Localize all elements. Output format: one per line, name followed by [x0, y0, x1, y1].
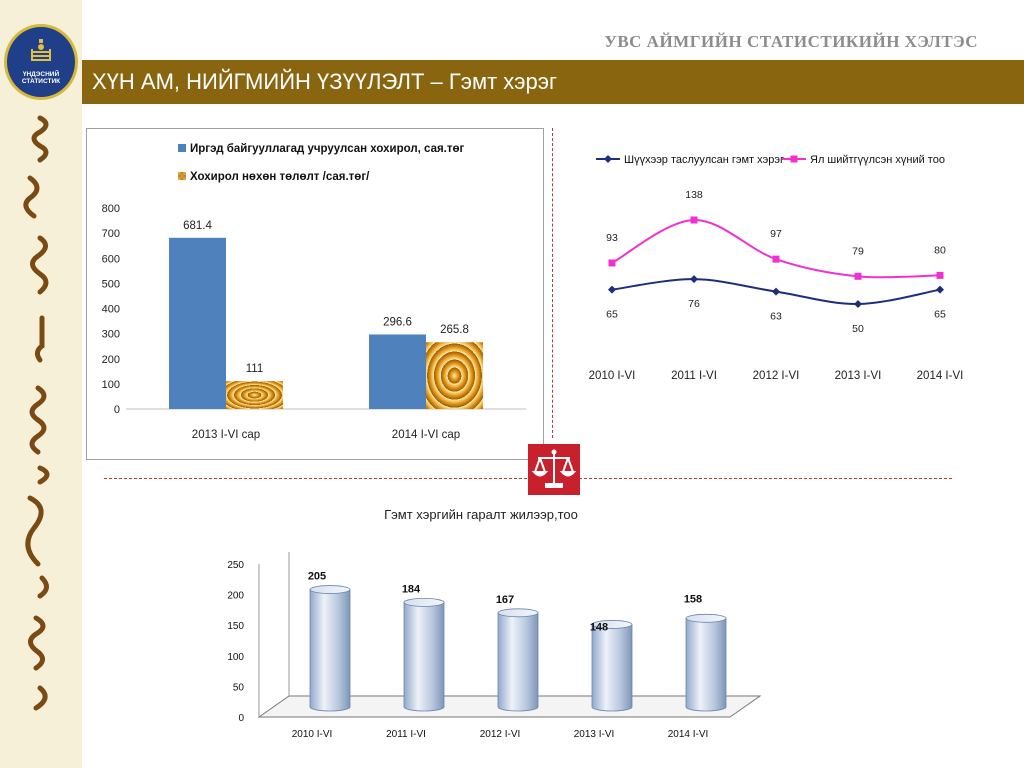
data-label: 50	[852, 323, 864, 335]
data-label: 205	[308, 571, 326, 583]
data-label: 296.6	[383, 316, 412, 328]
data-label: 65	[606, 309, 618, 321]
legend-label: Иргэд байгууллагад учруулсан хохирол, са…	[190, 143, 465, 155]
y-tick-label: 200	[102, 354, 120, 366]
bar	[403, 601, 445, 712]
page-title: ХҮН АМ, НИЙГМИЙН ҮЗҮҮЛЭЛТ – Гэмт хэрэг	[92, 69, 558, 94]
chart-title: Гэмт хэргийн гаралт жилээр,тоо	[384, 507, 578, 522]
bar	[169, 237, 226, 409]
x-tick-label: 2014 I-VI сар	[392, 429, 460, 441]
data-label: 93	[606, 232, 618, 244]
y-tick-label: 600	[102, 253, 120, 265]
data-point	[936, 285, 944, 294]
data-point	[690, 216, 698, 224]
x-tick-label: 2011 I-VI	[671, 370, 717, 382]
x-tick-label: 2012 I-VI	[480, 729, 521, 740]
y-tick-label: 0	[238, 713, 244, 724]
legend-marker	[790, 155, 798, 163]
data-point	[854, 300, 862, 308]
y-tick-label: 100	[102, 379, 120, 391]
bar	[685, 617, 727, 712]
soyombo-icon	[31, 39, 51, 61]
data-label: 265.8	[440, 324, 469, 336]
y-tick-label: 500	[102, 278, 120, 290]
data-point	[690, 275, 698, 284]
x-tick-label: 2014 I-VI	[917, 370, 964, 382]
vertical-divider	[552, 128, 553, 438]
data-label: 76	[688, 298, 700, 310]
y-tick-label: 300	[102, 329, 120, 341]
logo-text-line2: СТАТИСТИК	[21, 78, 61, 85]
data-point	[854, 272, 862, 280]
data-label: 167	[496, 594, 514, 606]
x-tick-label: 2010 I-VI	[589, 370, 636, 382]
bar-top	[497, 608, 539, 618]
data-label: 63	[770, 311, 782, 323]
bar-top	[685, 613, 727, 623]
legend-marker	[604, 155, 612, 163]
bar-top	[403, 597, 445, 607]
x-tick-label: 2012 I-VI	[753, 370, 800, 382]
data-point	[936, 271, 944, 279]
bar-top	[591, 620, 633, 629]
bar	[497, 612, 539, 712]
data-label: 184	[402, 583, 421, 595]
data-label: 148	[590, 621, 608, 633]
legend-swatch	[178, 144, 186, 152]
legend-label: Хохирол нөхөн төлөлт /сая.төг/	[190, 171, 370, 183]
y-tick-label: 400	[102, 304, 120, 316]
x-tick-label: 2013 I-VI	[574, 729, 615, 740]
y-tick-label: 700	[102, 228, 120, 240]
bar-top	[309, 585, 351, 594]
bar	[309, 589, 351, 712]
crimes-convictions-line-chart: Шүүхээр таслуулсан гэмт хэрэг Ял шийтгүүл…	[589, 154, 964, 382]
legend-label: Шүүхээр таслуулсан гэмт хэрэг	[624, 154, 784, 166]
left-sidebar: ҮНДЭСНИЙ СТАТИСТИК	[0, 0, 82, 768]
data-point	[772, 287, 780, 296]
data-label: 158	[684, 593, 702, 605]
bar	[591, 624, 633, 712]
scales-of-justice-icon	[528, 444, 580, 495]
legend-swatch	[178, 172, 186, 180]
title-banner: ХҮН АМ, НИЙГМИЙН ҮЗҮҮЛЭЛТ – Гэмт хэрэг	[82, 60, 1024, 104]
y-tick-label: 250	[227, 560, 244, 571]
data-label: 138	[685, 189, 703, 201]
crime-count-cylinder-chart: Гэмт хэргийн гаралт жилээр,тоо 0 50 100 150…	[227, 507, 762, 740]
mongolian-script-decoration	[23, 115, 50, 711]
data-label: 97	[770, 228, 782, 240]
y-tick-label: 800	[102, 203, 120, 215]
x-tick-label: 2013 I-VI сар	[192, 429, 260, 441]
data-point	[608, 285, 616, 294]
data-label: 111	[246, 363, 263, 375]
legend-label: Ял шийтгүүлсэн хүний тоо	[810, 154, 945, 166]
damage-bar-chart: Иргэд байгууллагад учруулсан хохирол, са…	[86, 128, 544, 460]
y-tick-label: 50	[233, 682, 245, 693]
data-point	[772, 255, 780, 263]
bar	[369, 334, 426, 409]
data-label: 65	[934, 309, 946, 321]
bar	[426, 342, 483, 409]
y-tick-label: 150	[227, 621, 244, 632]
data-label: 80	[934, 244, 946, 256]
x-tick-label: 2014 I-VI	[668, 729, 709, 740]
x-tick-label: 2013 I-VI	[835, 370, 882, 382]
data-point	[608, 259, 616, 267]
y-tick-label: 0	[114, 404, 120, 416]
back-wall	[258, 552, 290, 717]
logo-text-line1: ҮНДЭСНИЙ	[22, 71, 60, 78]
x-tick-label: 2010 I-VI	[292, 729, 333, 740]
statistics-emblem-icon: ҮНДЭСНИЙ СТАТИСТИК	[4, 24, 78, 100]
organization-name: УВС АЙМГИЙН СТАТИСТИКИЙН ХЭЛТЭС	[604, 32, 978, 51]
bar	[226, 381, 283, 409]
y-tick-label: 200	[227, 591, 244, 602]
data-label: 681.4	[183, 220, 212, 232]
data-label: 79	[852, 245, 864, 257]
x-tick-label: 2011 I-VI	[386, 729, 426, 740]
y-tick-label: 100	[227, 652, 244, 663]
